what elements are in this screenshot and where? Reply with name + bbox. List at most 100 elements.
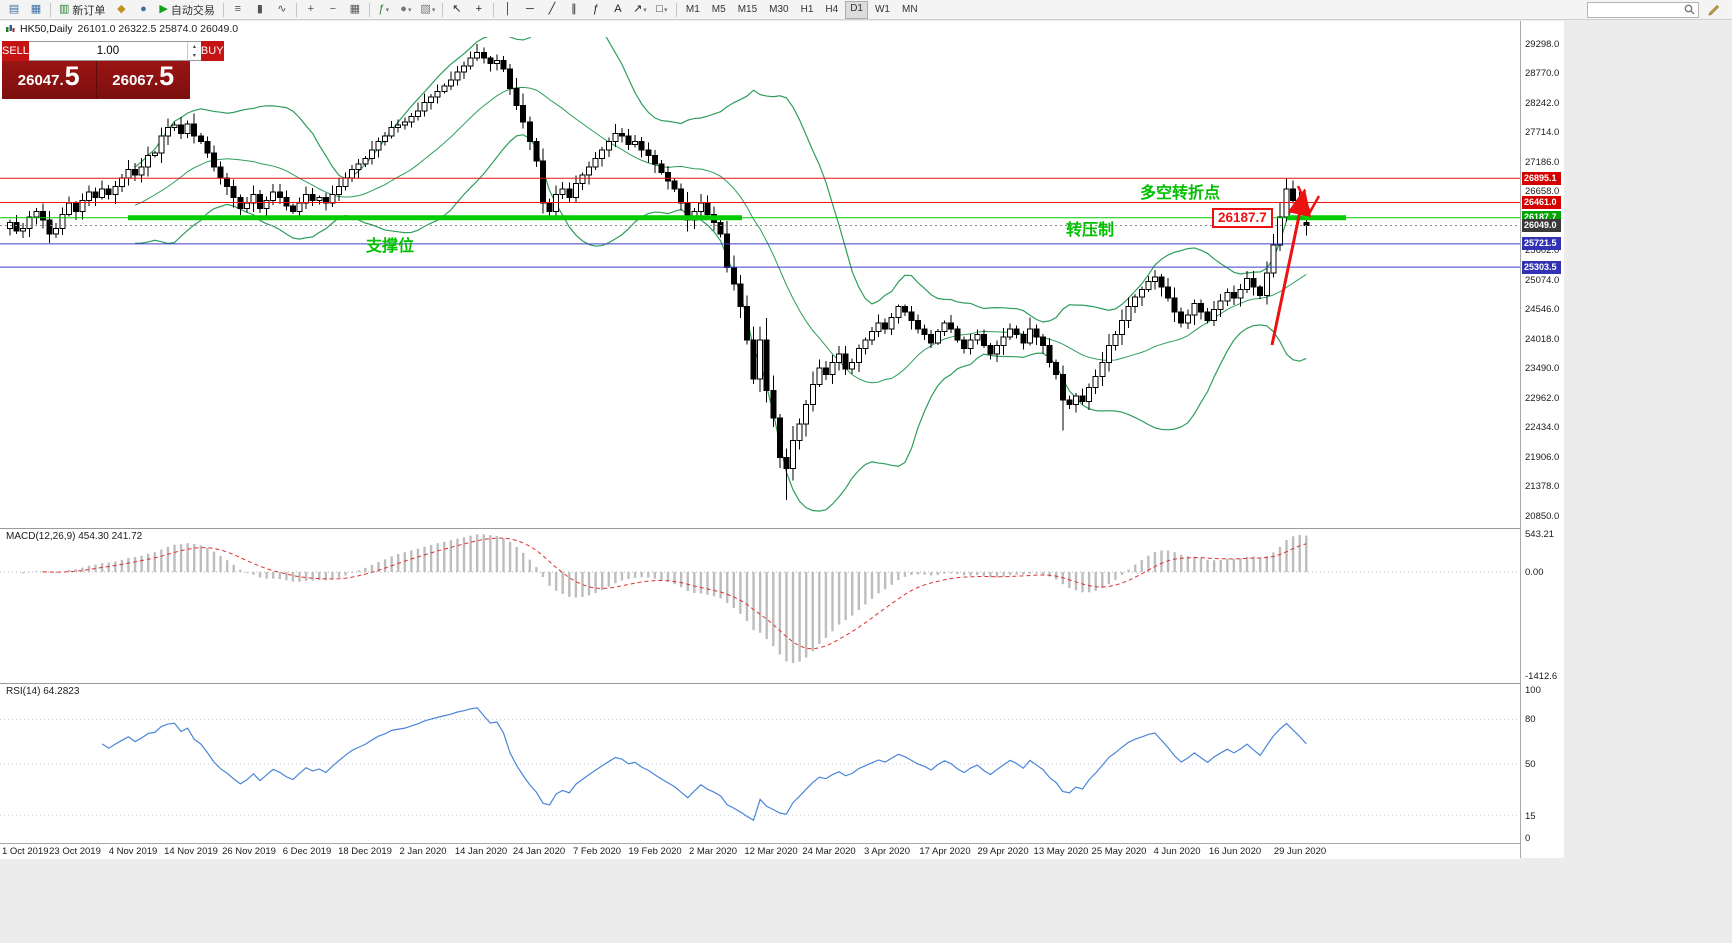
candle (92, 191, 99, 199)
candle (822, 367, 829, 376)
candle (750, 339, 757, 380)
text-label-icon[interactable]: A (607, 1, 629, 19)
profiles-icon[interactable]: ▦ (25, 1, 47, 19)
candle (467, 57, 474, 67)
candle (1171, 297, 1178, 313)
cursor-icon[interactable]: ↖ (446, 1, 468, 19)
shapes-icon[interactable]: □ ▾ (651, 1, 673, 19)
chart-canvas[interactable] (0, 21, 1520, 843)
rsi-line (101, 707, 1307, 822)
trend-arrow[interactable] (1270, 188, 1312, 346)
zoom-in-icon[interactable]: + (300, 1, 322, 19)
search-icon[interactable] (1684, 4, 1695, 15)
search-input[interactable] (1591, 2, 1684, 17)
rsi-axis-label: 0 (1525, 832, 1531, 844)
candle (836, 353, 843, 363)
candle (1086, 386, 1093, 402)
time-axis-label: 2 Mar 2020 (688, 846, 738, 857)
drawn-objects-layer[interactable] (1270, 185, 1321, 346)
new-chart-icon[interactable]: ▤ (3, 1, 25, 19)
timeframe-m1[interactable]: M1 (685, 3, 700, 15)
candle (763, 339, 770, 391)
candle (796, 423, 803, 442)
candle (316, 197, 323, 201)
templates-icon[interactable]: ▧ ▾ (417, 1, 439, 19)
candle (1165, 286, 1172, 299)
candle (915, 319, 922, 330)
new-order-button[interactable]: ▥ 新订单 (54, 1, 110, 19)
channel-icon[interactable]: ∥ (563, 1, 585, 19)
timeframe-m30[interactable]: M30 (769, 3, 789, 15)
timeframe-h4[interactable]: H4 (825, 3, 839, 15)
candle (1250, 278, 1257, 288)
timeframe-w1[interactable]: W1 (874, 3, 890, 15)
line-chart-icon[interactable]: ∿ (271, 1, 293, 19)
window-filler (1564, 21, 1732, 943)
candle (572, 183, 579, 199)
candles-chart-icon[interactable]: ▮ (249, 1, 271, 19)
buy-button[interactable]: BUY (200, 41, 224, 61)
zigzag-mark[interactable] (1296, 185, 1321, 215)
navigator-icon[interactable]: ● (132, 1, 154, 19)
timeframe-m15[interactable]: M15 (737, 3, 758, 15)
arrows-icon[interactable]: ↗ ▾ (629, 1, 651, 19)
candle (421, 102, 428, 112)
buy-price-panel[interactable]: 26067. 5 (96, 61, 190, 99)
crosshair-icon[interactable]: + (468, 1, 490, 19)
candle (849, 361, 856, 370)
bars-chart-icon[interactable]: ≡ (227, 1, 249, 19)
rsi-indicator-label: RSI(14) 64.2823 (6, 686, 80, 697)
candle (586, 166, 593, 176)
new-chart-icon-glyph: ▤ (8, 3, 20, 15)
metaeditor-icon[interactable]: ◆ (110, 1, 132, 19)
candle (461, 65, 468, 73)
candle (1033, 328, 1040, 338)
chart-caption-icon (6, 25, 15, 32)
autotrading-button[interactable]: ▶ 自动交易 (154, 1, 219, 19)
candle (776, 417, 783, 458)
candle (276, 191, 283, 199)
timeframe-d1[interactable]: D1 (845, 0, 868, 19)
rsi-layer (0, 707, 1520, 822)
bollinger-band-line (134, 134, 1307, 512)
dropdown-caret-icon: ▾ (385, 6, 390, 14)
candle (434, 90, 441, 98)
edit-pencil-icon[interactable] (1703, 1, 1725, 19)
timeframe-m5[interactable]: M5 (711, 3, 726, 15)
candle (230, 185, 237, 199)
sell-button[interactable]: SELL (2, 41, 29, 61)
sell-price-panel[interactable]: 26047. 5 (2, 61, 96, 99)
candle (184, 123, 191, 134)
volume-up-icon[interactable]: ▴ (192, 43, 196, 50)
candle (1000, 336, 1007, 347)
price-axis-label: 21378.0 (1525, 481, 1560, 492)
timeframe-mn[interactable]: MN (901, 3, 918, 15)
candle (974, 333, 981, 341)
zoom-out-icon[interactable]: − (322, 1, 344, 19)
sell-price-fraction: 5 (64, 61, 80, 91)
candle (454, 71, 461, 81)
symbol-search-box[interactable] (1587, 1, 1699, 18)
tile-windows-icon[interactable]: ▦ (344, 1, 366, 19)
timeframe-h1[interactable]: H1 (800, 3, 814, 15)
periods-icon[interactable]: ● ▾ (395, 1, 417, 19)
fibonacci-icon[interactable]: ƒ (585, 1, 607, 19)
horizontal-line-icon[interactable]: ─ (519, 1, 541, 19)
candle (401, 121, 408, 126)
volume-down-icon[interactable]: ▾ (192, 52, 196, 59)
line-chart-icon-glyph: ∿ (277, 3, 287, 15)
volume-input[interactable] (28, 42, 187, 60)
one-click-trading-panel: SELL ▴ ▾ BUY 26047. 5 26067. 5 (2, 41, 224, 99)
indicators-icon[interactable]: ƒ ▾ (373, 1, 395, 19)
vertical-line-icon[interactable]: │ (497, 1, 519, 19)
candle (770, 389, 777, 419)
time-axis-label: 2 Jan 2020 (399, 846, 447, 857)
toolbar-items: ▤ ▦ ▥ 新订单 ◆ ● ▶ 自动交易 ≡ ▮ ∿ + − ▦ ƒ ▾ ● ▾ ▧ ▾ ↖ + │ ─ ╱ ∥ ƒ A ↗ ▾ □ ▾ (3, 0, 680, 20)
candle (59, 213, 66, 229)
trendline-icon[interactable]: ╱ (541, 1, 563, 19)
candle (638, 141, 645, 151)
timeframe-toolbar: M1 M5 M15 M30 H1 H4 D1 W1 MN (680, 0, 924, 20)
navigator-icon-glyph: ● (140, 3, 147, 15)
fibonacci-icon-glyph: ƒ (592, 3, 599, 15)
